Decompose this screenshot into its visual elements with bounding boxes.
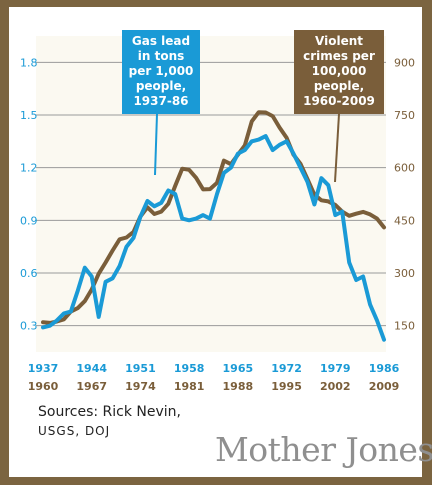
left-tick-label: 1.8 [20, 56, 38, 69]
right-tick-label: 150 [394, 320, 415, 333]
crime-line [41, 110, 386, 325]
lead-callout-text: Gas lead [132, 34, 190, 48]
lead-callout-box [122, 30, 200, 114]
right-tick-label: 450 [394, 214, 415, 227]
left-tick-label: 0.3 [20, 320, 38, 333]
crime-callout-box [294, 30, 384, 114]
x-tick-label-lead: 1951 [125, 362, 156, 375]
right-tick-label: 600 [394, 162, 415, 175]
crime-callout-pointer [334, 113, 340, 183]
left-tick-label: 0.6 [20, 267, 38, 280]
crime-callout-text: Violent [315, 34, 363, 48]
lead-callout-text: per 1,000 [129, 64, 194, 78]
lead-callout-text: people, [136, 79, 186, 93]
right-tick-label: 900 [394, 56, 415, 69]
lead-line [41, 134, 386, 342]
lead-callout-text: in tons [138, 49, 185, 63]
x-tick-label-lead: 1944 [76, 362, 107, 375]
x-tick-label-lead: 1986 [369, 362, 400, 375]
x-tick-label-lead: 1965 [223, 362, 254, 375]
left-tick-label: 1.2 [20, 162, 38, 175]
left-axis-ticks: 0.3 0.6 0.9 1.2 1.5 1.8 [20, 56, 38, 332]
crime-callout-text: crimes per [303, 49, 375, 63]
brand-logo: Mother Jones [215, 430, 432, 469]
crime-callout-text: people, [314, 79, 364, 93]
sources-line-1: Sources: Rick Nevin, [38, 404, 182, 420]
right-axis-ticks: 150 300 450 600 750 900 [394, 56, 415, 332]
sources-line-2: USGS, DOJ [38, 424, 111, 438]
crime-callout-text: 100,000 [312, 64, 367, 78]
x-tick-label-crime: 2009 [369, 380, 400, 393]
x-tick-label-crime: 1960 [28, 380, 59, 393]
right-tick-label: 300 [394, 267, 415, 280]
x-tick-label-lead: 1979 [320, 362, 351, 375]
left-tick-label: 0.9 [20, 214, 38, 227]
x-tick-label-lead: 1972 [271, 362, 302, 375]
lead-series [41, 134, 386, 342]
x-tick-label-crime: 1967 [76, 380, 107, 393]
lead-callout-text: 1937-86 [133, 94, 188, 108]
x-tick-label-crime: 1995 [271, 380, 302, 393]
x-tick-label-lead: 1937 [28, 362, 59, 375]
x-tick-label-crime: 1988 [223, 380, 254, 393]
x-tick-label-crime: 1981 [174, 380, 205, 393]
crime-series [41, 110, 386, 325]
x-tick-label-crime: 2002 [320, 380, 351, 393]
x-axis-ticks: 1937 1944 1951 1958 1965 1972 1979 1986 1960 1967… [28, 362, 400, 393]
left-tick-label: 1.5 [20, 109, 38, 122]
x-tick-label-crime: 1974 [125, 380, 156, 393]
right-tick-label: 750 [394, 109, 415, 122]
lead-callout-pointer [154, 113, 158, 176]
x-tick-label-lead: 1958 [174, 362, 205, 375]
crime-callout-text: 1960-2009 [303, 94, 375, 108]
